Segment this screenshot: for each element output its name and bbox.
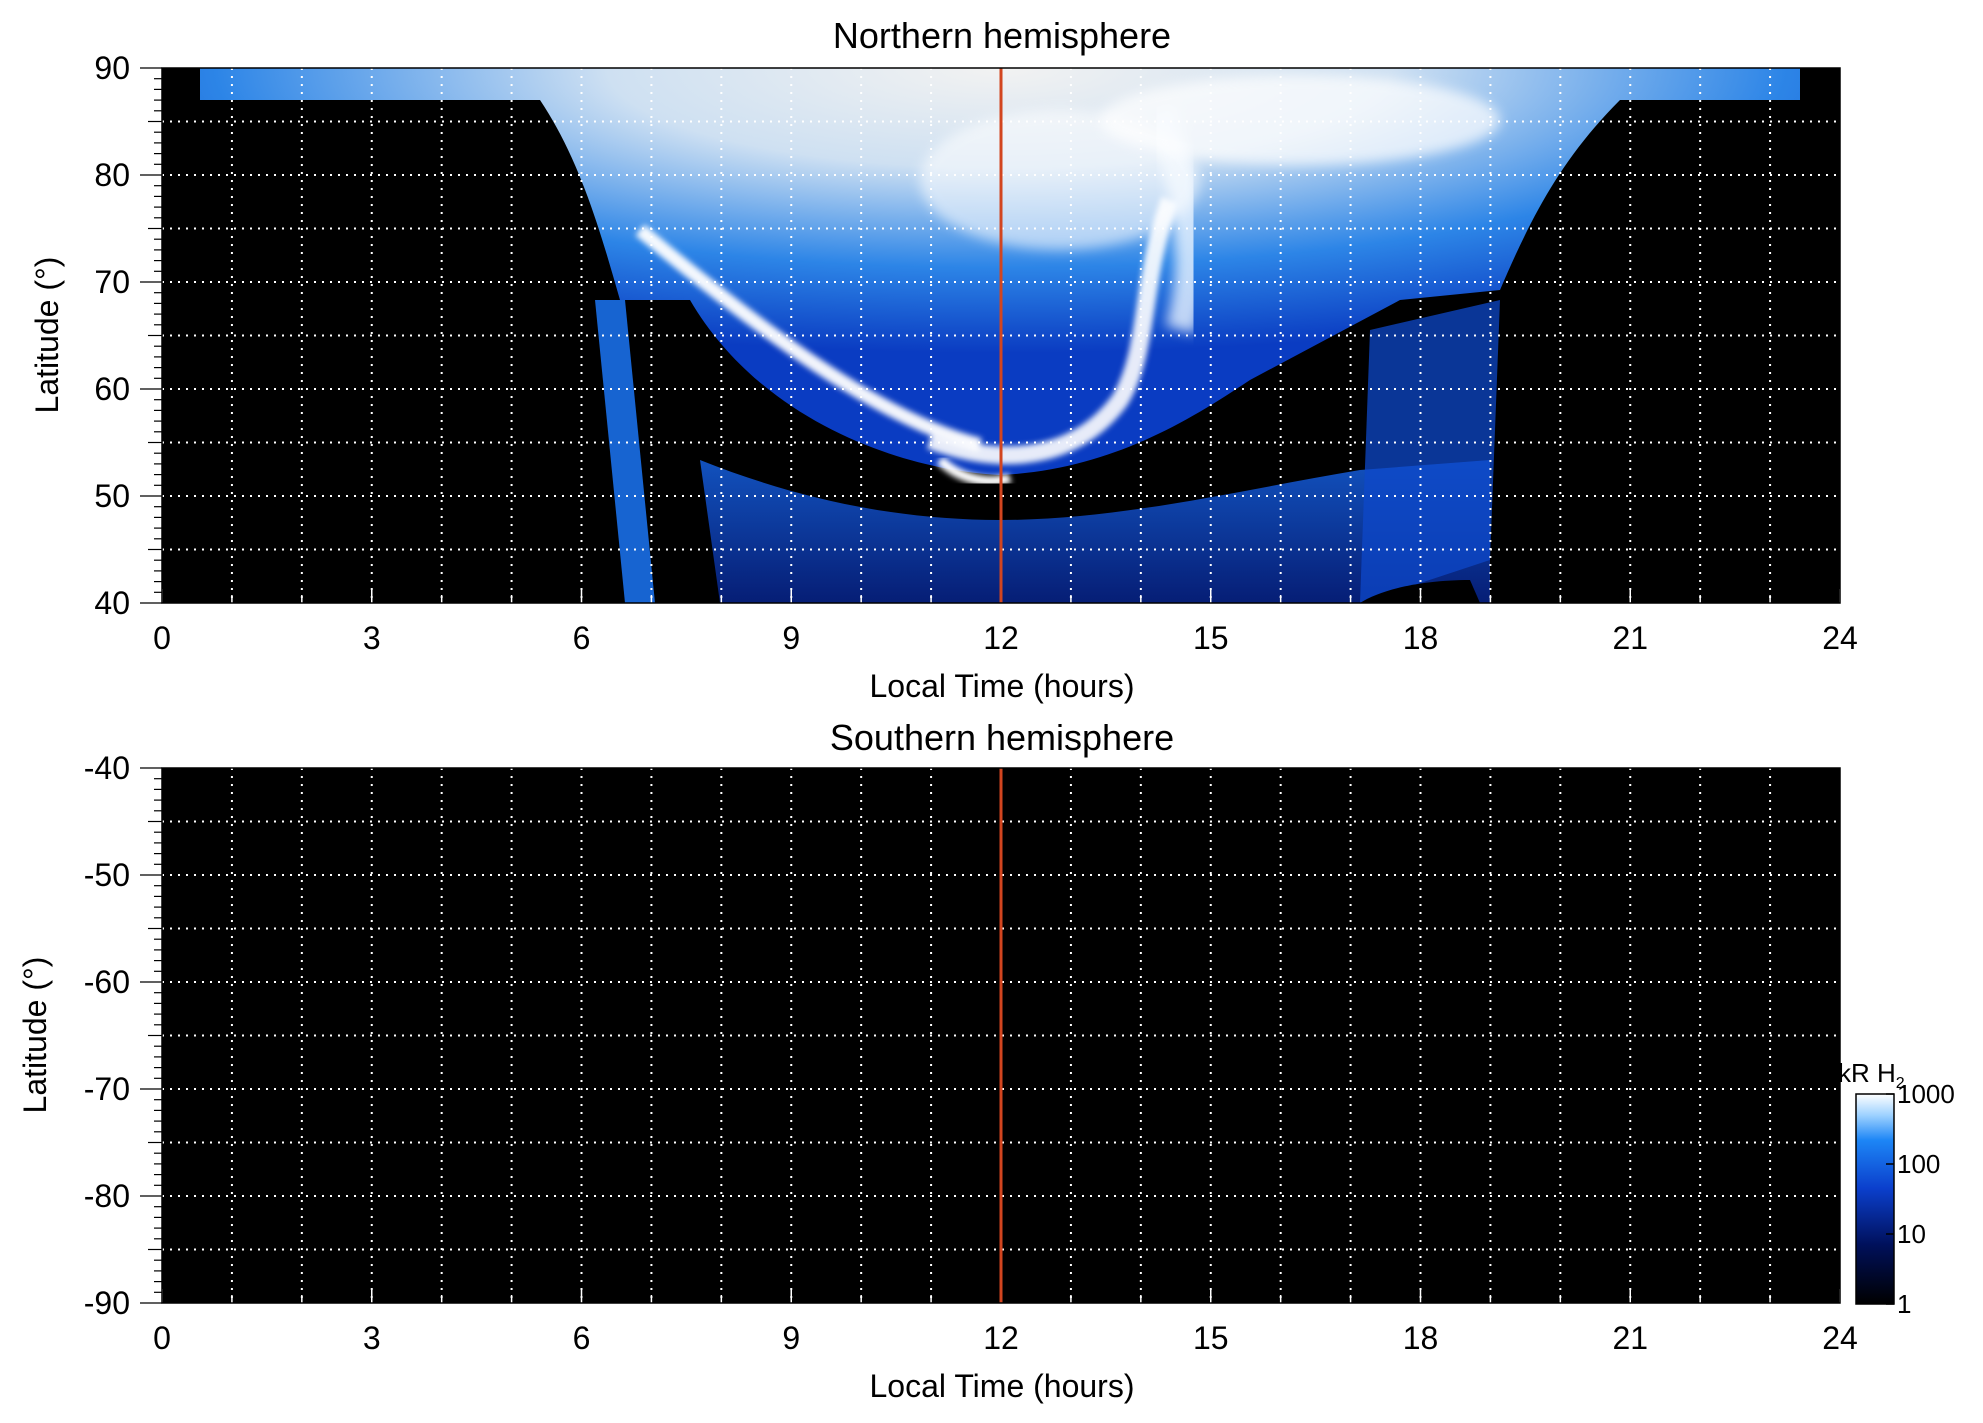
southern-y-tick-label: -90 [84, 1285, 130, 1321]
northern-panel: Northern hemisphere 0 3 6 9 12 15 18 21 24 40 50 6… [29, 15, 1858, 704]
colorbar-tick-label: 1 [1897, 1289, 1911, 1319]
northern-x-tick-label: 12 [983, 620, 1019, 656]
southern-title: Southern hemisphere [830, 717, 1174, 758]
southern-y-ticks: -40 -50 -60 -70 -80 -90 [84, 750, 162, 1321]
northern-x-tick-label: 3 [363, 620, 381, 656]
southern-y-tick-label: -70 [84, 1071, 130, 1107]
southern-x-ticks: 0 3 6 9 12 15 18 21 24 [153, 1289, 1858, 1356]
southern-x-tick-label: 15 [1193, 1320, 1229, 1356]
northern-y-tick-label: 90 [94, 50, 130, 86]
northern-x-tick-label: 24 [1822, 620, 1858, 656]
southern-x-tick-label: 12 [983, 1320, 1019, 1356]
northern-title: Northern hemisphere [833, 15, 1171, 56]
northern-x-tick-label: 18 [1403, 620, 1439, 656]
colorbar-label-sub: 2 [1896, 1075, 1905, 1092]
colorbar-tick-label: 1000 [1897, 1079, 1955, 1109]
northern-y-tick-label: 40 [94, 585, 130, 621]
northern-plot-frame [161, 67, 1841, 604]
southern-x-tick-label: 9 [782, 1320, 800, 1356]
northern-y-tick-label: 50 [94, 478, 130, 514]
southern-y-axis-label: Latitude (°) [17, 957, 53, 1114]
southern-panel: Southern hemisphere 0 3 6 9 12 15 18 21 24 -40 -5… [17, 717, 1858, 1404]
northern-x-tick-label: 15 [1193, 620, 1229, 656]
northern-y-axis-label: Latitude (°) [29, 257, 65, 414]
colorbar: kR H2 1000 100 10 1 [1838, 1058, 1955, 1319]
northern-y-tick-label: 80 [94, 157, 130, 193]
colorbar-label-main: kR H [1838, 1058, 1896, 1088]
southern-y-tick-label: -60 [84, 964, 130, 1000]
southern-y-tick-label: -80 [84, 1178, 130, 1214]
southern-x-axis-label: Local Time (hours) [870, 1368, 1135, 1404]
southern-y-tick-label: -50 [84, 857, 130, 893]
northern-x-tick-label: 21 [1612, 620, 1648, 656]
southern-x-tick-label: 24 [1822, 1320, 1858, 1356]
colorbar-tick-label: 10 [1897, 1219, 1926, 1249]
northern-x-ticks: 0 3 6 9 12 15 18 21 24 [153, 589, 1858, 656]
colorbar-tick-label: 100 [1897, 1149, 1940, 1179]
northern-y-tick-label: 60 [94, 371, 130, 407]
northern-y-ticks: 40 50 60 70 80 90 [94, 50, 162, 621]
colorbar-ticks: 1000 100 10 1 [1886, 1079, 1955, 1319]
colorbar-label: kR H2 [1838, 1058, 1905, 1092]
southern-grid [162, 768, 1840, 1303]
northern-x-tick-label: 6 [573, 620, 591, 656]
southern-x-tick-label: 0 [153, 1320, 171, 1356]
northern-x-tick-label: 9 [782, 620, 800, 656]
southern-x-tick-label: 21 [1612, 1320, 1648, 1356]
northern-x-axis-label: Local Time (hours) [870, 668, 1135, 704]
southern-y-tick-label: -40 [84, 750, 130, 786]
southern-x-tick-label: 6 [573, 1320, 591, 1356]
southern-x-tick-label: 3 [363, 1320, 381, 1356]
northern-x-tick-label: 0 [153, 620, 171, 656]
northern-y-tick-label: 70 [94, 264, 130, 300]
northern-grid [162, 68, 1840, 603]
southern-plot-frame [161, 767, 1841, 1304]
colorbar-gradient [1855, 1093, 1895, 1305]
southern-x-tick-label: 18 [1403, 1320, 1439, 1356]
